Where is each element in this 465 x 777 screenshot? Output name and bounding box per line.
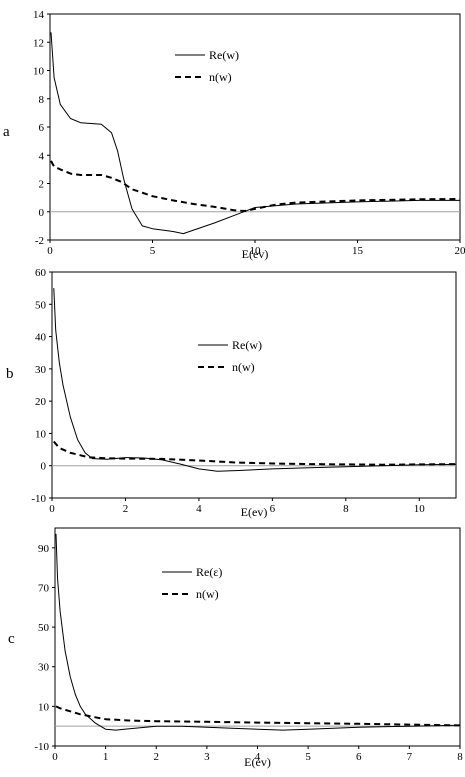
x-tick-label: 0 [49,503,55,515]
y-tick-label: 20 [35,396,47,408]
panel-label: c [8,631,15,647]
y-tick-label: -10 [34,741,49,753]
y-tick-label: 10 [38,701,50,713]
y-tick-label: 6 [39,122,45,134]
x-tick-label: 4 [196,503,202,515]
plot-frame [49,13,461,241]
legend-label: Re(w) [232,338,262,352]
plot-frame [51,271,457,499]
y-tick-label: 8 [39,94,45,106]
y-tick-label: 50 [38,622,50,634]
plot-frame [54,527,461,747]
series-line-1 [50,160,461,212]
legend-label: n(w) [209,70,232,84]
x-tick-label: 2 [154,751,160,763]
panel-label: a [3,124,10,140]
x-tick-label: 7 [407,751,413,763]
y-tick-label: 60 [35,267,47,279]
x-tick-label: 8 [457,751,463,763]
x-tick-label: 5 [305,751,311,763]
panel-label: b [6,366,14,382]
y-tick-label: 70 [38,582,50,594]
series-line-1 [55,705,461,727]
y-tick-label: 30 [35,364,47,376]
x-tick-label: 6 [356,751,362,763]
y-tick-label: 40 [35,332,47,344]
y-tick-label: -10 [31,493,46,505]
legend-label: Re(w) [209,48,239,62]
legend-label: n(w) [196,587,219,601]
x-axis-label: E(ev) [244,755,271,769]
y-tick-label: 4 [39,150,45,162]
x-tick-label: 8 [343,503,349,515]
x-tick-label: 0 [47,245,53,257]
x-tick-label: 6 [270,503,276,515]
legend-label: n(w) [232,360,255,374]
series-line-0 [53,288,457,472]
x-tick-label: 20 [455,245,465,257]
x-tick-label: 1 [103,751,109,763]
x-tick-label: 0 [52,751,58,763]
series-line-0 [55,533,461,731]
x-tick-label: 15 [352,245,364,257]
y-tick-label: 30 [38,662,50,674]
chart-c: -10 10 30 50 70 90 0 1 2 3 4 5 6 7 8 E(ev) c Re(ε) n(w) [8,527,463,769]
y-tick-label: 0 [39,207,45,219]
series-line-1 [53,440,457,466]
x-tick-label: 10 [250,245,262,257]
y-tick-label: 90 [38,543,50,555]
y-tick-label: 2 [39,179,45,191]
x-tick-label: 2 [123,503,129,515]
x-tick-label: 3 [204,751,210,763]
series-line-0 [50,32,460,235]
x-tick-label: 5 [150,245,156,257]
y-tick-label: 50 [35,299,47,311]
y-tick-label: 12 [33,37,44,49]
legend-label: Re(ε) [196,565,222,579]
x-tick-label: 10 [414,503,426,515]
x-axis-label: E(ev) [242,247,269,261]
y-tick-label: 10 [35,428,47,440]
x-axis-label: E(ev) [241,505,268,519]
y-tick-label: -2 [35,235,44,247]
y-tick-label: 14 [33,9,45,21]
x-tick-label: 4 [255,751,261,763]
y-tick-label: 10 [33,66,45,78]
y-tick-label: 0 [41,461,47,473]
